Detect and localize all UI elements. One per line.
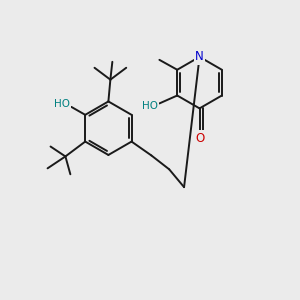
Text: O: O [195,132,204,145]
Text: N: N [195,50,204,63]
Text: HO: HO [142,101,158,111]
Text: N: N [195,50,204,63]
Text: HO: HO [54,99,70,109]
